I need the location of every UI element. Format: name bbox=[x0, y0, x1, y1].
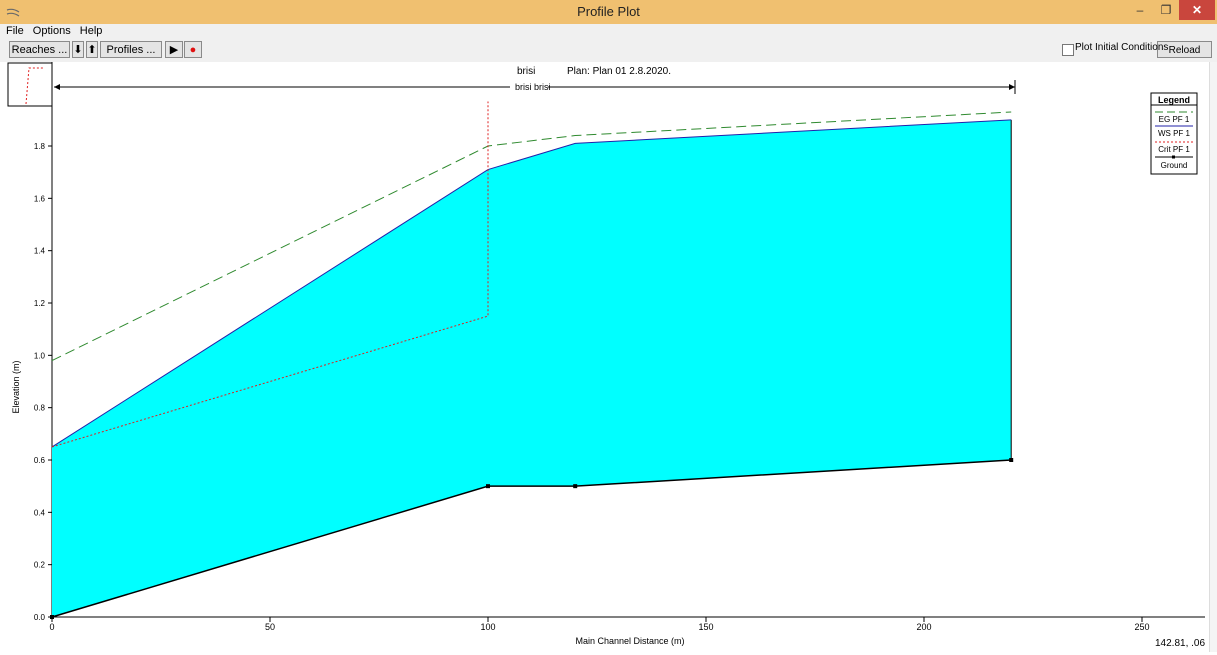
x-tick-label: 250 bbox=[1134, 622, 1149, 632]
minimize-button[interactable]: – bbox=[1136, 3, 1144, 17]
reach-arrow-left bbox=[54, 84, 60, 90]
play-button[interactable]: ▶ bbox=[165, 41, 183, 58]
profile-chart: brisi Plan: Plan 01 2.8.2020. brisi bris… bbox=[7, 62, 1205, 649]
app-icon bbox=[6, 8, 20, 17]
x-axis-title: Main Channel Distance (m) bbox=[575, 636, 684, 646]
plot-area[interactable]: brisi Plan: Plan 01 2.8.2020. brisi bris… bbox=[0, 62, 1217, 652]
ground-marker bbox=[486, 484, 490, 489]
ground-marker bbox=[573, 484, 578, 489]
close-button[interactable]: ✕ bbox=[1179, 0, 1215, 20]
legend-ground-label: Ground bbox=[1161, 161, 1188, 170]
menu-file[interactable]: File bbox=[6, 25, 24, 37]
ground-line bbox=[51, 459, 1012, 618]
legend-ground-marker bbox=[1172, 155, 1175, 159]
legend-ws-label: WS PF 1 bbox=[1158, 129, 1191, 138]
legend-title: Legend bbox=[1158, 95, 1190, 105]
overview-thumbnail[interactable] bbox=[7, 62, 53, 107]
ground-marker bbox=[1009, 458, 1014, 462]
y-axis-title: Elevation (m) bbox=[11, 360, 21, 413]
reach-label: brisi brisi bbox=[515, 82, 551, 92]
legend-crit-label: Crit PF 1 bbox=[1158, 145, 1190, 154]
water-fill bbox=[52, 119, 1012, 618]
x-tick-label: 200 bbox=[916, 622, 931, 632]
x-tick-label: 0 bbox=[49, 622, 54, 632]
down-arrow-button[interactable]: ⬇ bbox=[72, 41, 84, 58]
y-tick-label: 0.8 bbox=[34, 404, 46, 413]
header-river: brisi bbox=[517, 66, 535, 77]
y-tick-label: 1.6 bbox=[34, 194, 46, 203]
record-button[interactable]: ● bbox=[184, 41, 202, 58]
menu-options[interactable]: Options bbox=[32, 25, 71, 37]
y-tick-label: 0.0 bbox=[34, 613, 46, 622]
legend-eg-label: EG PF 1 bbox=[1159, 115, 1190, 124]
y-tick-label: 0.6 bbox=[34, 456, 46, 465]
restore-button[interactable]: ❐ bbox=[1160, 3, 1172, 17]
title-bar: Profile Plot – ❐ ✕ bbox=[0, 0, 1217, 24]
up-arrow-button[interactable]: ⬆ bbox=[86, 41, 98, 58]
y-tick-label: 1.8 bbox=[34, 142, 46, 151]
toolbar: Reaches ... ⬇ ⬆ Profiles ... ▶ ● Reload … bbox=[0, 38, 1217, 73]
y-tick-label: 1.0 bbox=[34, 351, 46, 360]
reaches-button[interactable]: Reaches ... bbox=[9, 41, 70, 58]
x-tick-label: 100 bbox=[480, 622, 495, 632]
window-title: Profile Plot bbox=[577, 4, 640, 19]
eg-line bbox=[51, 111, 1012, 362]
plot-initial-conditions-label: Plot Initial Conditions bbox=[1075, 42, 1169, 53]
x-tick-label: 150 bbox=[698, 622, 713, 632]
reach-label-bg bbox=[510, 81, 548, 93]
profiles-button[interactable]: Profiles ... bbox=[100, 41, 162, 58]
right-scrollbar[interactable] bbox=[1209, 62, 1217, 652]
header-plan: Plan: Plan 01 2.8.2020. bbox=[567, 66, 671, 77]
menu-help[interactable]: Help bbox=[79, 25, 103, 37]
y-tick-label: 0.4 bbox=[34, 508, 46, 517]
y-tick-label: 1.4 bbox=[34, 247, 46, 256]
menu-bar: File Options Help bbox=[0, 24, 1217, 38]
ws-line bbox=[51, 119, 1012, 448]
x-tick-label: 50 bbox=[265, 622, 275, 632]
cursor-readout: 142.81, .06 bbox=[1155, 638, 1205, 649]
y-tick-label: 1.2 bbox=[34, 299, 46, 308]
legend-box bbox=[1150, 92, 1198, 175]
reach-arrow-right bbox=[1009, 84, 1015, 90]
y-tick-label: 0.2 bbox=[34, 561, 46, 570]
thumbnail-crit-line bbox=[25, 67, 44, 105]
plot-initial-conditions-checkbox[interactable] bbox=[1062, 44, 1074, 56]
legend: Legend EG PF 1 WS PF 1 Crit PF 1 Ground bbox=[1150, 92, 1198, 175]
